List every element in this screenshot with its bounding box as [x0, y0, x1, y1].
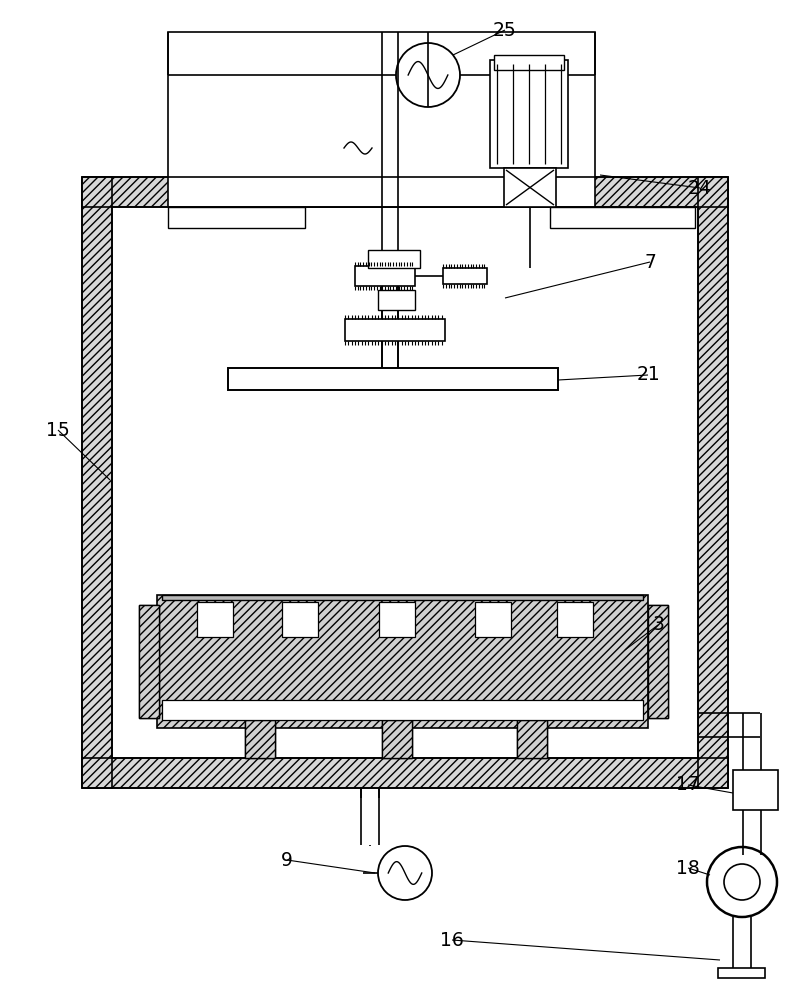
Bar [197, 602, 233, 637]
Bar [698, 177, 728, 788]
Text: 25: 25 [493, 20, 517, 39]
Text: 16: 16 [440, 930, 464, 950]
Bar [355, 266, 415, 286]
Text: 15: 15 [46, 420, 70, 440]
Bar [517, 720, 547, 758]
Bar [245, 720, 275, 758]
Bar [550, 207, 695, 228]
Bar [443, 268, 487, 284]
Bar [345, 319, 445, 341]
Bar [228, 368, 558, 390]
Bar [245, 720, 275, 758]
Text: 24: 24 [688, 178, 712, 198]
Bar [82, 177, 728, 207]
Bar [648, 605, 668, 718]
Text: 3: 3 [652, 615, 664, 635]
Bar [475, 602, 511, 637]
Bar [168, 32, 595, 207]
Bar [162, 700, 643, 720]
Bar [82, 758, 728, 788]
Bar [282, 602, 318, 637]
Bar [368, 250, 420, 268]
Bar [718, 968, 765, 978]
Bar [733, 770, 778, 810]
Text: 18: 18 [676, 858, 700, 878]
Text: 7: 7 [644, 252, 656, 271]
Bar [557, 602, 593, 637]
Text: 9: 9 [281, 850, 293, 869]
Bar [157, 595, 648, 728]
Text: 21: 21 [636, 365, 660, 384]
Bar [648, 605, 668, 718]
Bar [378, 290, 415, 310]
Bar [382, 720, 412, 758]
Bar [517, 720, 547, 758]
Bar [82, 177, 112, 788]
Bar [139, 605, 159, 718]
Bar [504, 168, 556, 207]
Text: 17: 17 [676, 776, 700, 794]
Bar [490, 60, 568, 168]
Bar [112, 207, 698, 758]
Bar [379, 602, 415, 637]
Bar [139, 605, 159, 718]
Bar [382, 720, 412, 758]
Bar [494, 55, 564, 70]
Bar [162, 595, 643, 600]
Bar [168, 207, 305, 228]
